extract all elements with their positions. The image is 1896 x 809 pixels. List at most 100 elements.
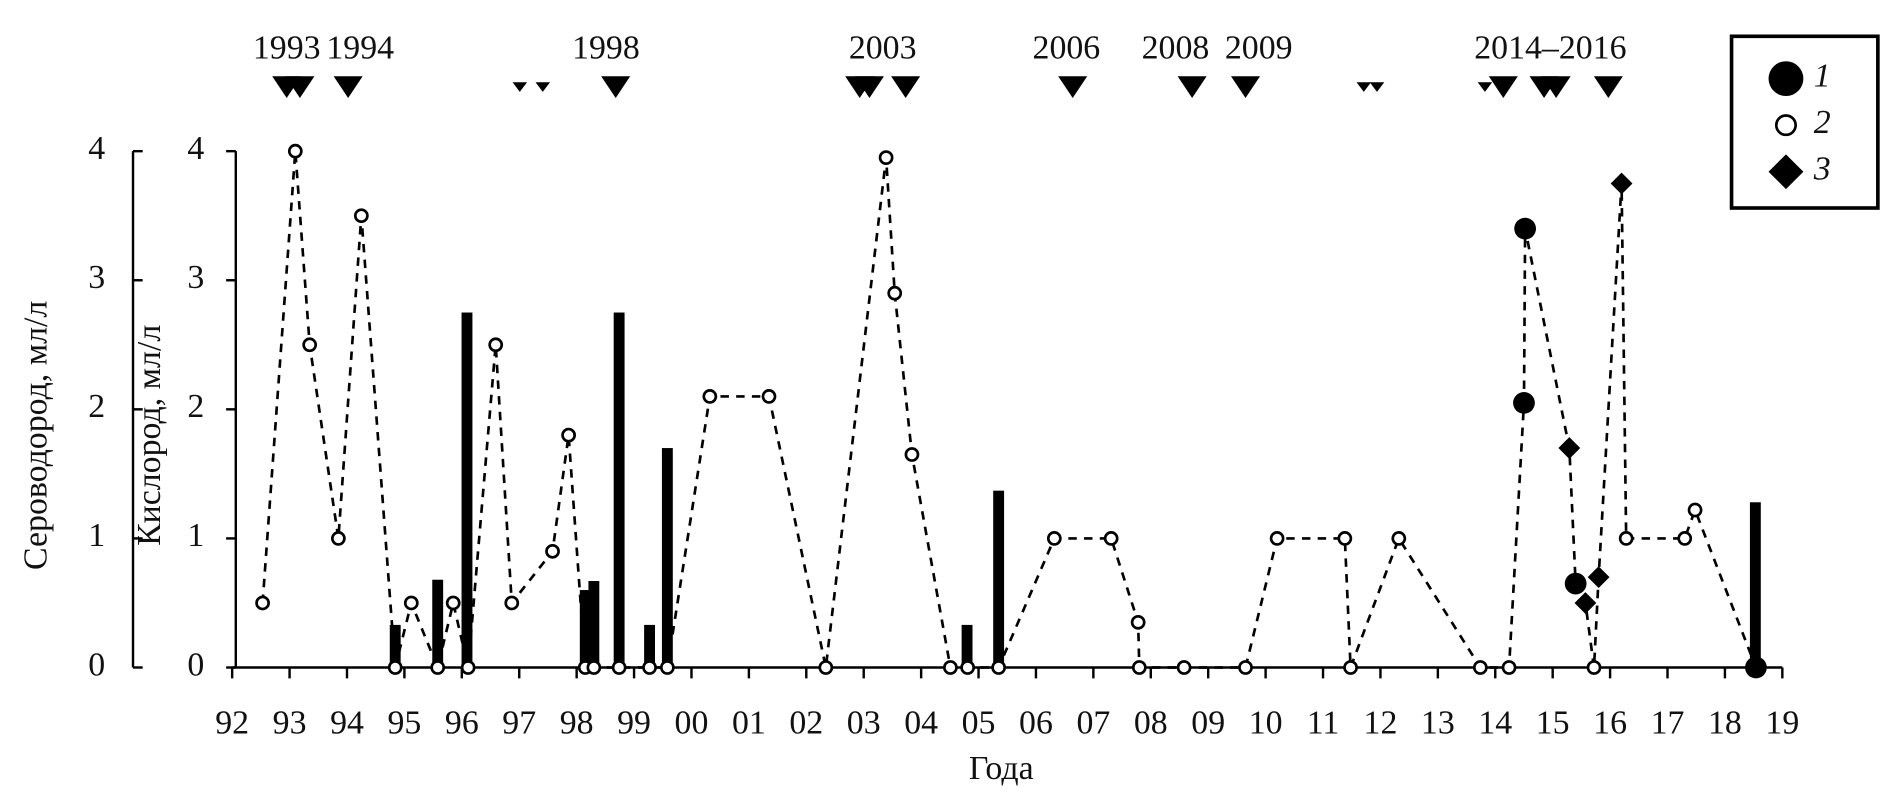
event-label: 1993 — [253, 30, 321, 67]
bar — [1749, 502, 1761, 668]
point — [1501, 660, 1517, 675]
point — [331, 531, 346, 546]
bar — [461, 312, 473, 668]
point — [659, 660, 675, 675]
x-tick-label: 09 — [1191, 704, 1225, 741]
event-marker — [535, 82, 551, 92]
point — [1337, 531, 1353, 546]
point — [460, 660, 476, 675]
legend-label: 2 — [1814, 104, 1831, 141]
point — [1176, 660, 1192, 675]
y-axis-title: Сероводород, мл/л — [17, 301, 54, 570]
x-tick-label: 15 — [1536, 704, 1570, 741]
point — [611, 660, 627, 675]
point — [761, 389, 777, 404]
legend-marker — [1768, 154, 1804, 190]
point — [943, 660, 958, 675]
y-tick-label: 4 — [88, 130, 105, 167]
point — [878, 150, 894, 166]
point — [255, 595, 270, 611]
point — [545, 543, 560, 559]
point — [1514, 217, 1537, 240]
event-label: 2014–2016 — [1474, 30, 1626, 67]
x-tick-label: 07 — [1076, 704, 1110, 741]
event-marker — [512, 82, 528, 92]
point — [818, 660, 834, 675]
point — [991, 660, 1007, 675]
event-label: 2006 — [1033, 30, 1101, 67]
x-tick-label: 03 — [847, 704, 881, 741]
bar — [644, 624, 656, 668]
y-tick-label: 3 — [88, 259, 105, 296]
x-tick-label: 95 — [387, 704, 421, 741]
x-tick-label: 19 — [1765, 704, 1799, 741]
y2-tick-label: 2 — [187, 388, 204, 425]
point — [887, 285, 903, 301]
point — [1677, 531, 1693, 546]
x-tick-label: 08 — [1134, 704, 1168, 741]
point — [287, 143, 303, 159]
point — [1046, 531, 1062, 546]
event-marker — [601, 76, 631, 98]
point — [1238, 660, 1253, 675]
x-tick-label: 98 — [560, 704, 594, 741]
event-marker — [285, 76, 315, 98]
point — [1687, 502, 1703, 518]
x-tick-label: 13 — [1421, 704, 1455, 741]
event-marker — [1369, 82, 1385, 92]
point — [1564, 572, 1587, 595]
point — [1587, 566, 1610, 589]
x-tick-label: 99 — [617, 704, 651, 741]
bar — [993, 490, 1005, 668]
x-tick-label: 05 — [962, 704, 996, 741]
event-label: 2009 — [1225, 30, 1293, 67]
point — [302, 337, 318, 353]
x-tick-label: 04 — [904, 704, 938, 741]
y2-tick-label: 3 — [187, 259, 204, 296]
point — [403, 595, 419, 611]
point — [488, 337, 504, 353]
point — [904, 447, 920, 462]
y2-tick-label: 1 — [187, 517, 204, 554]
event-marker — [1593, 76, 1623, 98]
point — [1103, 531, 1119, 546]
event-marker — [891, 76, 921, 98]
y-tick-label: 1 — [88, 517, 105, 554]
point — [1618, 531, 1634, 546]
event-marker — [1477, 82, 1493, 92]
event-marker — [1177, 76, 1207, 98]
event-label: 2008 — [1142, 30, 1210, 67]
y-tick-label: 2 — [88, 388, 105, 425]
point — [1269, 531, 1285, 546]
bar — [389, 624, 401, 668]
x-tick-label: 06 — [1019, 704, 1053, 741]
x-tick-label: 10 — [1249, 704, 1283, 741]
point — [445, 595, 461, 611]
point — [1745, 656, 1767, 679]
x-tick-label: 16 — [1593, 704, 1627, 741]
bar — [613, 312, 625, 668]
legend-marker — [1774, 114, 1797, 137]
point — [1343, 660, 1358, 675]
point — [387, 660, 403, 675]
bar — [432, 579, 444, 668]
x-tick-label: 94 — [330, 704, 364, 741]
point — [702, 389, 718, 404]
x-tick-label: 00 — [675, 704, 709, 741]
point — [353, 208, 369, 224]
point — [1586, 660, 1602, 675]
x-tick-label: 14 — [1478, 704, 1512, 741]
point — [1131, 660, 1147, 675]
event-label: 1994 — [326, 30, 394, 67]
y2-tick-label: 4 — [187, 130, 204, 167]
event-marker — [1541, 76, 1571, 98]
x-tick-label: 17 — [1651, 704, 1685, 741]
bar — [579, 590, 591, 668]
y2-axis-title: Кислород, мл/л — [131, 325, 168, 546]
x-tick-label: 96 — [445, 704, 479, 741]
point — [561, 427, 576, 443]
x-tick-label: 92 — [215, 704, 249, 741]
event-marker — [1488, 76, 1518, 98]
